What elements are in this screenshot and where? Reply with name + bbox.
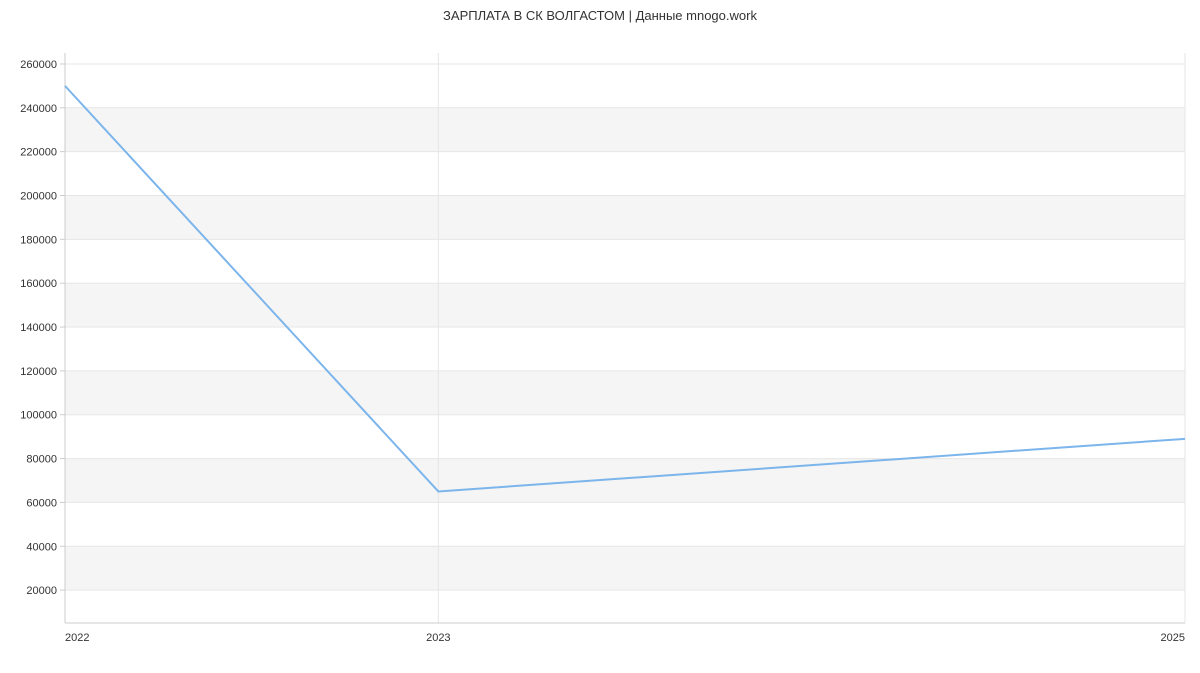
y-tick-label: 200000 — [20, 191, 57, 203]
y-tick-label: 120000 — [20, 366, 57, 378]
y-tick-label: 140000 — [20, 322, 57, 334]
y-tick-label: 240000 — [20, 103, 57, 115]
x-tick-label: 2022 — [65, 632, 89, 644]
chart-svg: 20000 40000 60000 80000 100000 120000 140000 16… — [0, 23, 1200, 673]
x-tick-label: 2025 — [1161, 632, 1185, 644]
y-tick-label: 60000 — [26, 497, 57, 509]
y-tick-label: 220000 — [20, 147, 57, 159]
chart-title: ЗАРПЛАТА В СК ВОЛГАСТОМ | Данные mnogo.w… — [0, 0, 1200, 23]
y-tick-label: 160000 — [20, 278, 57, 290]
y-tick-label: 40000 — [26, 541, 57, 553]
y-tick-label: 20000 — [26, 585, 57, 597]
y-tick-label: 260000 — [20, 59, 57, 71]
y-tick-label: 180000 — [20, 234, 57, 246]
salary-line-chart: ЗАРПЛАТА В СК ВОЛГАСТОМ | Данные mnogo.w… — [0, 0, 1200, 650]
y-tick-label: 100000 — [20, 410, 57, 422]
x-tick-label: 2023 — [426, 632, 450, 644]
y-tick-label: 80000 — [26, 454, 57, 466]
